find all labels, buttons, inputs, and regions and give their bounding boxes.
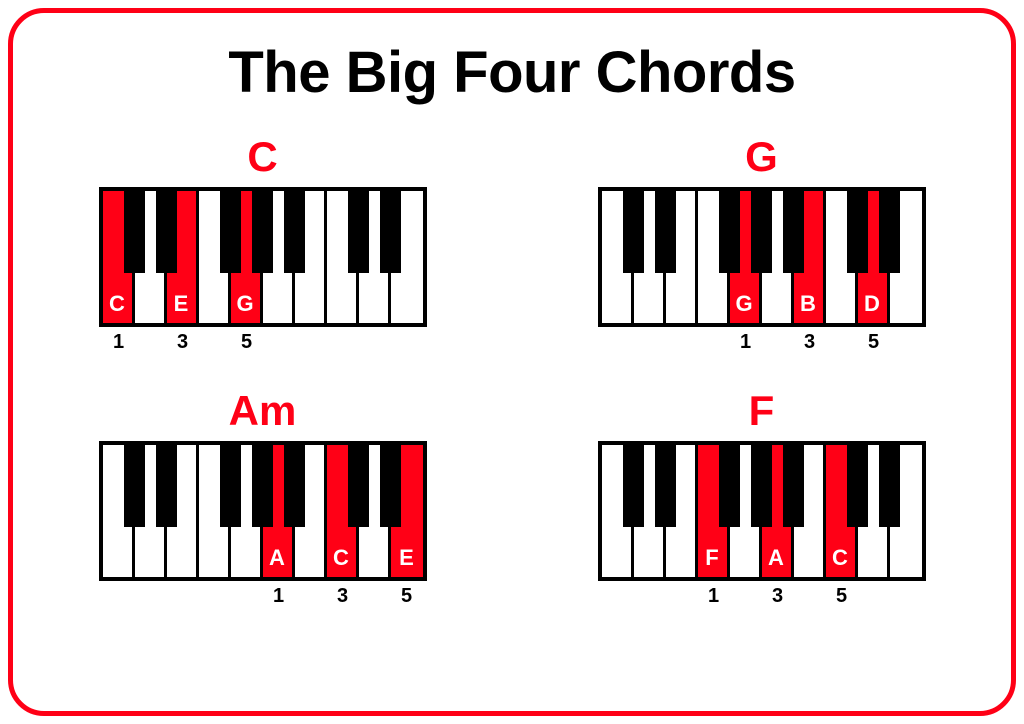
chord-name-label: F [749,387,775,435]
white-key [698,191,730,323]
chord-name-label: C [247,133,277,181]
note-label: A [762,545,791,571]
keyboard-diagram: ACE [99,441,427,581]
note-label: B [794,291,823,317]
note-label: C [826,545,855,571]
white-key [762,191,794,323]
note-label: C [327,545,356,571]
finger-row: 1 3 5 [99,331,427,357]
white-key [602,445,634,577]
finger-number: 3 [327,585,359,608]
chord-name-label: Am [229,387,297,435]
white-key [295,191,327,323]
finger-number: 3 [794,331,826,354]
chord-name-label: G [745,133,778,181]
chord-cell-f: F F A C 1 3 5 [512,387,1011,611]
white-key [167,445,199,577]
white-key [858,445,890,577]
note-label: E [391,545,423,571]
finger-number: 3 [762,585,794,608]
finger-row: 1 3 5 [99,585,427,611]
white-key: A [263,445,295,577]
white-key: D [858,191,890,323]
finger-number: 1 [103,331,135,354]
finger-number: 1 [263,585,295,608]
white-key [826,191,858,323]
note-label: F [698,545,727,571]
white-key [391,191,423,323]
white-key [199,191,231,323]
finger-number: 5 [858,331,890,354]
white-key [634,445,666,577]
chord-grid: C C E G 1 3 5 G G B D 1 3 5 Am A C E 1 3 5 F F A C 1 3 5 [13,133,1011,611]
white-key [666,445,698,577]
white-key: C [327,445,359,577]
white-key: F [698,445,730,577]
white-key [359,445,391,577]
page-title: The Big Four Chords [13,39,1011,106]
white-key [135,445,167,577]
note-label: G [730,291,759,317]
white-key [730,445,762,577]
white-key [794,445,826,577]
white-key: E [391,445,423,577]
note-label: E [167,291,196,317]
note-label: D [858,291,887,317]
chord-cell-g: G G B D 1 3 5 [512,133,1011,357]
white-key [295,445,327,577]
note-label: A [263,545,292,571]
finger-number: 3 [167,331,199,354]
finger-number: 5 [826,585,858,608]
chord-cell-c: C C E G 1 3 5 [13,133,512,357]
white-key [890,191,922,323]
white-key [327,191,359,323]
white-key: A [762,445,794,577]
white-key [231,445,263,577]
white-key [263,191,295,323]
keyboard-diagram: CEG [99,187,427,327]
finger-row: 1 3 5 [598,331,926,357]
white-key: G [730,191,762,323]
finger-number: 5 [231,331,263,354]
finger-row: 1 3 5 [598,585,926,611]
white-key [666,191,698,323]
white-key [359,191,391,323]
chord-cell-am: Am A C E 1 3 5 [13,387,512,611]
white-key: C [103,191,135,323]
keyboard-diagram: FAC [598,441,926,581]
white-key: G [231,191,263,323]
white-key [602,191,634,323]
white-key [103,445,135,577]
white-key: C [826,445,858,577]
white-key [199,445,231,577]
note-label: C [103,291,132,317]
white-key [135,191,167,323]
finger-number: 5 [391,585,423,608]
white-key [634,191,666,323]
finger-number: 1 [730,331,762,354]
white-key [890,445,922,577]
keyboard-diagram: GBD [598,187,926,327]
note-label: G [231,291,260,317]
white-key: E [167,191,199,323]
white-key: B [794,191,826,323]
chord-chart-frame: The Big Four Chords C C E G 1 3 5 G G B D 1 3 5 Am A C E 1… [8,8,1016,716]
finger-number: 1 [698,585,730,608]
